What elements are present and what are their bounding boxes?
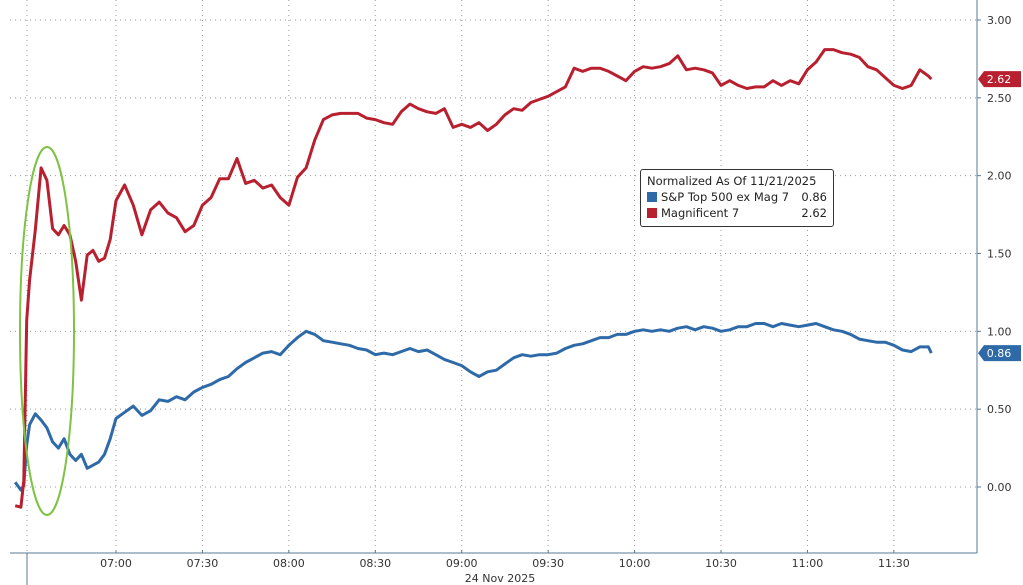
highlight-ellipse (19, 146, 75, 516)
legend-title: Normalized As Of 11/21/2025 (647, 174, 817, 188)
series-line-sp500-ex-mag7 (13, 322, 933, 492)
last-value-badge (978, 345, 1021, 362)
x-tick-label: 11:30 (878, 557, 910, 570)
y-tick-label: 1.00 (987, 325, 1012, 338)
y-tick-label: 3.00 (987, 14, 1012, 27)
y-tick-label: 0.50 (987, 403, 1012, 416)
x-tick-label: 11:00 (792, 557, 824, 570)
series-lines (13, 48, 933, 509)
legend-label: S&P Top 500 ex Mag 7 (661, 190, 790, 204)
x-tick-label: 08:00 (273, 557, 305, 570)
legend: Normalized As Of 11/21/2025 S&P Top 500 … (640, 169, 834, 227)
legend-label: Magnificent 7 (661, 206, 740, 220)
x-tick-label: 08:30 (359, 557, 391, 570)
x-tick-label: 09:30 (532, 557, 564, 570)
y-tick-label: 2.50 (987, 92, 1012, 105)
legend-item-magnificent-7: Magnificent 7 2.62 (647, 205, 827, 221)
x-tick-label: 09:00 (446, 557, 478, 570)
y-tick-label: 1.50 (987, 247, 1012, 260)
legend-swatch (647, 208, 657, 218)
y-tick-label: 2.00 (987, 170, 1012, 183)
x-tick-label: 10:30 (705, 557, 737, 570)
x-tick-label: 10:00 (619, 557, 651, 570)
x-tick-label: 07:30 (187, 557, 219, 570)
legend-swatch (647, 192, 657, 202)
y-tick-label: 0.00 (987, 481, 1012, 494)
legend-item-sp500-ex-mag7: S&P Top 500 ex Mag 7 0.86 (647, 189, 827, 205)
legend-value: 0.86 (801, 190, 827, 204)
last-value-badge (978, 71, 1021, 88)
legend-value: 2.62 (801, 206, 827, 220)
series-line-magnificent-7 (14, 48, 933, 509)
gridlines (10, 0, 977, 553)
axes: 0.00 0.50 1.00 1.50 2.00 2.50 3.00 07:00 07:30 08… (10, 0, 1021, 585)
x-tick-label: 07:00 (100, 557, 132, 570)
last-value-label: 0.86 (987, 347, 1012, 360)
last-value-label: 2.62 (987, 73, 1012, 86)
x-axis-label: 24 Nov 2025 (465, 572, 535, 585)
